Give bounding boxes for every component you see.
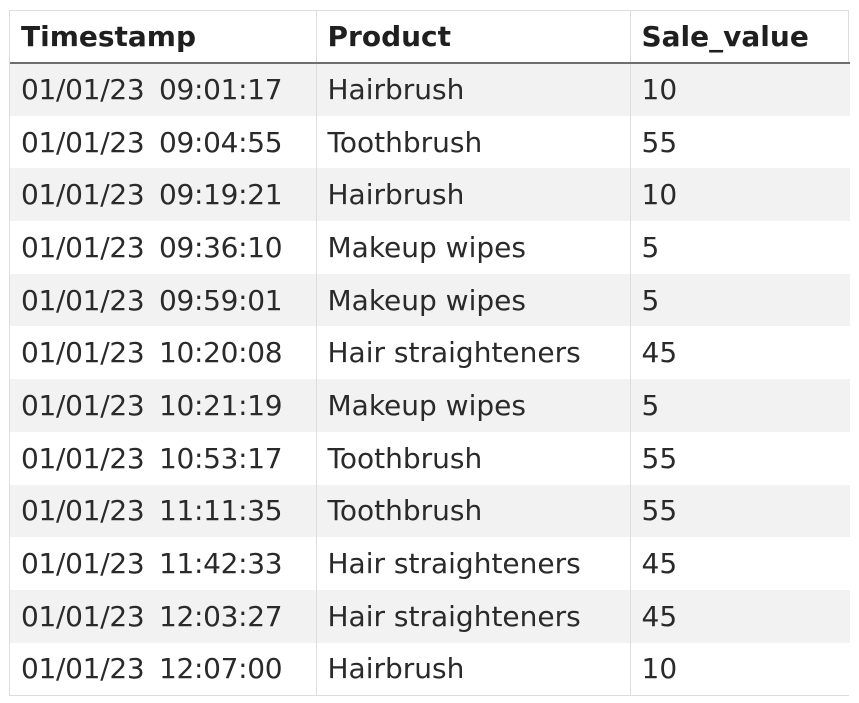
table-row: 01/01/23 12:03:27 Hair straighteners 45: [10, 589, 850, 643]
cell-timestamp: 01/01/23 09:59:01: [10, 273, 317, 327]
cell-timestamp: 01/01/23 09:04:55: [10, 115, 317, 169]
table-row: 01/01/23 09:04:55 Toothbrush 55: [10, 115, 850, 169]
cell-sale-value: 45: [630, 326, 850, 380]
cell-sale-value: 55: [630, 115, 850, 169]
cell-timestamp: 01/01/23 11:42:33: [10, 537, 317, 590]
header-timestamp: Timestamp: [10, 11, 317, 64]
table-row: 01/01/23 11:42:33 Hair straighteners 45: [10, 537, 850, 590]
cell-product: Toothbrush: [316, 484, 631, 538]
cell-sale-value: 10: [630, 63, 850, 116]
cell-timestamp: 01/01/23 09:01:17: [10, 63, 317, 116]
cell-product: Hair straighteners: [316, 537, 631, 590]
table-row: 01/01/23 09:59:01 Makeup wipes 5: [10, 273, 850, 327]
cell-sale-value: 45: [630, 537, 850, 590]
cell-timestamp: 01/01/23 12:03:27: [10, 589, 317, 643]
cell-product: Makeup wipes: [316, 273, 631, 327]
table-row: 01/01/23 11:11:35 Toothbrush 55: [10, 484, 850, 538]
cell-product: Makeup wipes: [316, 221, 631, 274]
header-sale-value: Sale_value: [630, 11, 850, 64]
table-row: 01/01/23 09:36:10 Makeup wipes 5: [10, 221, 850, 274]
cell-timestamp: 01/01/23 10:20:08: [10, 326, 317, 380]
table-row: 01/01/23 09:19:21 Hairbrush 10: [10, 168, 850, 222]
cell-product: Hair straighteners: [316, 326, 631, 380]
cell-product: Toothbrush: [316, 431, 631, 485]
cell-sale-value: 10: [630, 168, 850, 222]
table-row: 01/01/23 09:01:17 Hairbrush 10: [10, 63, 850, 116]
table-row: 01/01/23 12:07:00 Hairbrush 10: [10, 642, 850, 696]
table-header-row: Timestamp Product Sale_value: [10, 11, 850, 64]
table-row: 01/01/23 10:20:08 Hair straighteners 45: [10, 326, 850, 380]
cell-sale-value: 5: [630, 273, 850, 327]
cell-product: Hairbrush: [316, 63, 631, 116]
cell-sale-value: 10: [630, 642, 850, 696]
cell-product: Hair straighteners: [316, 589, 631, 643]
cell-timestamp: 01/01/23 09:36:10: [10, 221, 317, 274]
cell-timestamp: 01/01/23 11:11:35: [10, 484, 317, 538]
table-row: 01/01/23 10:21:19 Makeup wipes 5: [10, 379, 850, 432]
table-row: 01/01/23 10:53:17 Toothbrush 55: [10, 431, 850, 485]
cell-timestamp: 01/01/23 10:21:19: [10, 379, 317, 432]
cell-product: Makeup wipes: [316, 379, 631, 432]
cell-product: Toothbrush: [316, 115, 631, 169]
cell-timestamp: 01/01/23 10:53:17: [10, 431, 317, 485]
sales-table: Timestamp Product Sale_value 01/01/23 09…: [10, 11, 850, 696]
cell-product: Hairbrush: [316, 642, 631, 696]
cell-sale-value: 45: [630, 589, 850, 643]
cell-timestamp: 01/01/23 12:07:00: [10, 642, 317, 696]
cell-sale-value: 5: [630, 379, 850, 432]
cell-product: Hairbrush: [316, 168, 631, 222]
cell-sale-value: 5: [630, 221, 850, 274]
cell-sale-value: 55: [630, 431, 850, 485]
header-product: Product: [316, 11, 631, 64]
cell-sale-value: 55: [630, 484, 850, 538]
cell-timestamp: 01/01/23 09:19:21: [10, 168, 317, 222]
sales-table-container: Timestamp Product Sale_value 01/01/23 09…: [9, 10, 850, 697]
